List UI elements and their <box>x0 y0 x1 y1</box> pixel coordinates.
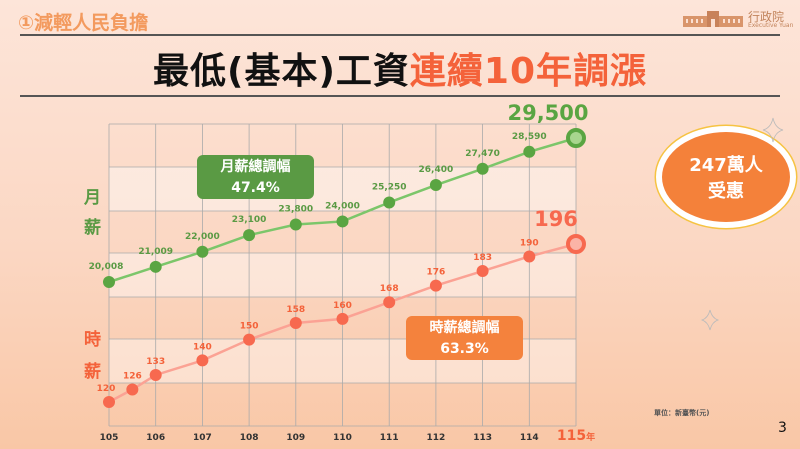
callout-line2: 受惠 <box>708 181 744 202</box>
hourly-point <box>476 265 489 278</box>
monthly-point <box>336 215 349 228</box>
monthly-data-label: 27,470 <box>465 149 500 159</box>
hourly-data-label: 160 <box>333 301 352 311</box>
row-label-hourly-1: 時 <box>84 330 101 350</box>
monthly-data-label: 26,400 <box>419 165 454 175</box>
logo-name: 行政院 <box>748 10 785 24</box>
x-tick-label: 113 <box>473 433 492 443</box>
executive-yuan-building-logo <box>683 11 743 27</box>
callout-line1: 247萬人 <box>689 155 763 176</box>
x-tick-label: 105 <box>100 433 119 443</box>
monthly-point <box>476 162 489 175</box>
monthly-data-label: 21,009 <box>138 247 173 257</box>
hourly-data-label: 190 <box>520 238 539 248</box>
monthly-data-label: 29,500 <box>507 101 588 125</box>
monthly-point <box>383 196 396 209</box>
hourly-data-label: 176 <box>427 268 446 278</box>
hourly-data-label: 183 <box>473 253 492 263</box>
monthly-point <box>103 276 115 288</box>
x-tick-label: 112 <box>427 433 446 443</box>
title-highlight: 連續10年調漲 <box>409 51 648 92</box>
x-tick-label: 106 <box>146 433 165 443</box>
hourly-data-label: 168 <box>380 284 399 294</box>
monthly-point <box>149 260 162 273</box>
x-tick-label: 110 <box>333 433 352 443</box>
row-label-hourly-2: 薪 <box>84 362 101 382</box>
beneficiaries-callout: 247萬人 受惠 <box>656 126 796 228</box>
hourly-data-label: 150 <box>240 322 259 332</box>
unit-label: 單位：新臺幣(元) <box>654 409 710 417</box>
monthly-data-label: 28,590 <box>512 132 547 142</box>
monthly-point <box>429 179 442 192</box>
hourly-point-final <box>566 234 586 254</box>
monthly-data-label: 24,000 <box>325 201 360 211</box>
hourly-point <box>149 368 162 381</box>
hourly-data-label: 126 <box>123 372 142 382</box>
title-main: 最低(基本)工資 <box>152 51 410 92</box>
monthly-increase-box: 月薪總調幅 47.4% <box>197 155 314 199</box>
row-label-monthly-1: 月 <box>84 188 101 208</box>
hourly-box-value: 63.3% <box>440 341 489 357</box>
hourly-point <box>429 279 442 292</box>
monthly-data-label: 22,000 <box>185 232 220 242</box>
logo-subtitle: Executive Yuan <box>748 22 794 29</box>
hourly-point <box>243 333 256 346</box>
monthly-point <box>289 218 302 231</box>
section-label: ①減輕人民負擔 <box>18 12 149 34</box>
hourly-data-label: 120 <box>97 384 116 394</box>
hourly-point <box>289 317 302 329</box>
x-tick-label: 111 <box>380 433 399 443</box>
monthly-box-label: 月薪總調幅 <box>220 159 291 175</box>
monthly-point <box>243 229 256 242</box>
divider-top <box>20 34 780 36</box>
hourly-point <box>126 383 139 396</box>
monthly-data-label: 25,250 <box>372 182 407 192</box>
x-tick-label: 115年 <box>557 428 595 444</box>
monthly-data-label: 23,100 <box>232 215 267 225</box>
hourly-data-label: 158 <box>286 305 305 315</box>
page-number: 3 <box>778 420 787 436</box>
hourly-data-label: 140 <box>193 342 212 352</box>
hourly-box-label: 時薪總調幅 <box>429 320 500 336</box>
x-tick-label: 107 <box>193 433 212 443</box>
monthly-box-value: 47.4% <box>231 180 280 196</box>
monthly-point-final <box>566 128 586 148</box>
x-tick-label: 108 <box>240 433 259 443</box>
hourly-point <box>103 396 115 408</box>
hourly-point <box>196 354 209 367</box>
monthly-data-label: 20,008 <box>89 262 124 272</box>
row-label-monthly-2: 薪 <box>84 218 101 238</box>
page-title: 最低(基本)工資連續10年調漲 <box>0 42 800 94</box>
x-tick-label: 114 <box>520 433 539 443</box>
hourly-increase-box: 時薪總調幅 63.3% <box>406 316 523 360</box>
monthly-point <box>196 245 209 258</box>
divider-bottom <box>20 95 780 97</box>
hourly-point <box>336 312 349 325</box>
hourly-data-label: 196 <box>534 207 578 231</box>
monthly-data-label: 23,800 <box>278 204 313 214</box>
monthly-point <box>523 145 536 158</box>
hourly-point <box>383 296 396 309</box>
hourly-point <box>523 250 536 263</box>
hourly-data-label: 133 <box>146 357 165 367</box>
x-tick-label: 109 <box>286 433 305 443</box>
